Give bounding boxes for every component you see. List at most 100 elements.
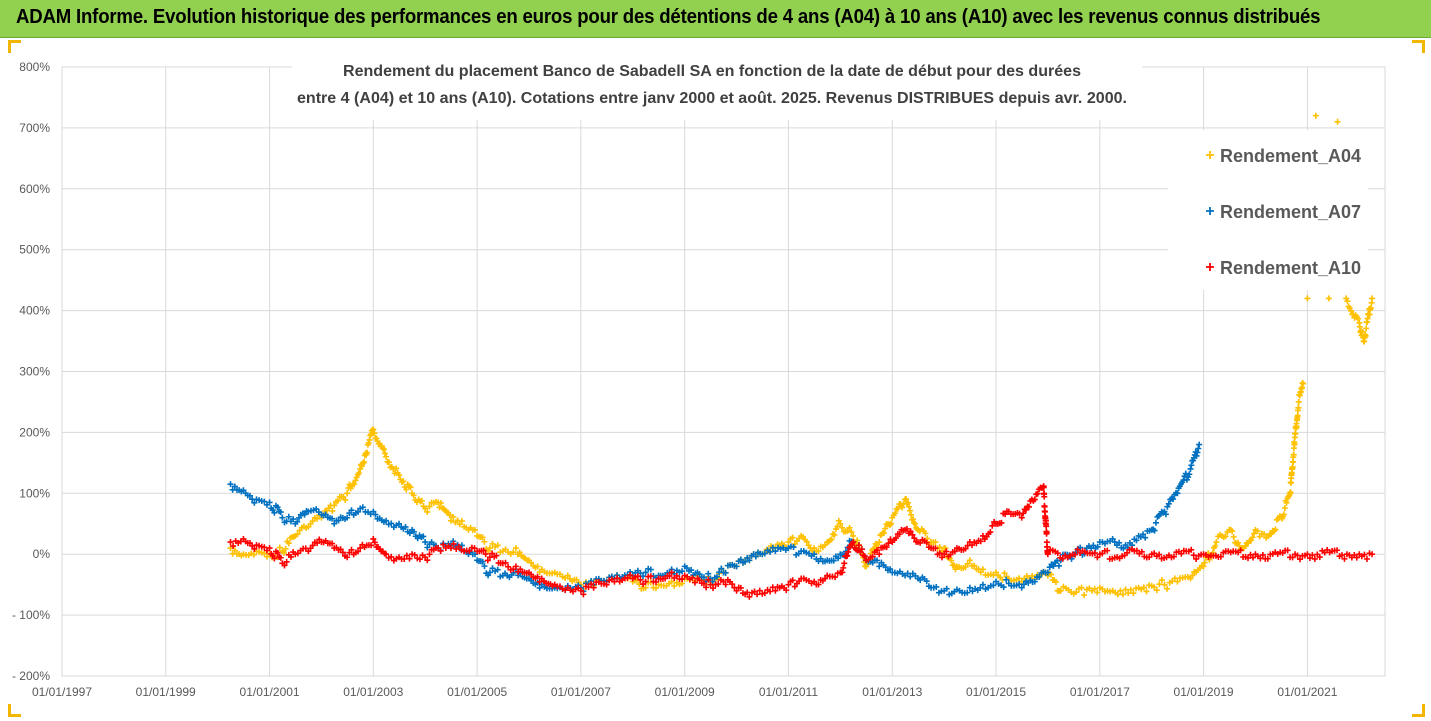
data-point (876, 563, 883, 570)
legend-label: Rendement_A10 (1220, 258, 1361, 278)
data-point (448, 545, 455, 552)
data-point (1081, 592, 1088, 599)
data-point (966, 584, 973, 591)
data-point (1292, 430, 1299, 437)
data-point (1130, 590, 1137, 597)
data-point (647, 573, 654, 580)
data-point (383, 517, 390, 524)
data-point (880, 530, 887, 537)
data-point (1311, 555, 1318, 562)
data-point (647, 566, 654, 573)
data-point (314, 540, 321, 547)
data-point (279, 514, 286, 521)
data-point (1091, 550, 1098, 557)
data-point (331, 520, 338, 527)
data-point (923, 578, 930, 585)
data-point (1196, 441, 1203, 448)
data-point (845, 548, 852, 555)
data-point (905, 499, 912, 506)
data-point (426, 503, 433, 510)
data-point (1237, 547, 1244, 554)
data-point (1304, 295, 1311, 302)
data-point (355, 548, 362, 555)
y-tick-label: 700% (19, 121, 50, 135)
data-point (424, 544, 431, 551)
data-point (1289, 464, 1296, 471)
data-point (534, 563, 541, 570)
data-point (861, 553, 868, 560)
data-point (837, 520, 844, 527)
data-point (1050, 563, 1057, 570)
data-point (906, 503, 913, 510)
legend-item-rendement_a04: Rendement_A04 (1206, 146, 1361, 166)
series-rendement_a10 (227, 483, 1376, 600)
data-point (803, 538, 810, 545)
y-tick-label: - 200% (12, 669, 50, 683)
data-point (729, 581, 736, 588)
data-point (614, 575, 621, 582)
data-point (1316, 554, 1323, 561)
data-point (437, 547, 444, 554)
data-point (424, 557, 431, 564)
legend-item-rendement_a07: Rendement_A07 (1206, 202, 1361, 222)
data-point (281, 562, 288, 569)
data-point (1363, 555, 1370, 562)
data-point (1109, 535, 1116, 542)
data-point (1178, 550, 1185, 557)
data-point (494, 566, 501, 573)
data-point (858, 546, 865, 553)
data-point (505, 563, 512, 570)
data-point (411, 551, 418, 558)
data-point (874, 547, 881, 554)
data-point (1018, 514, 1025, 521)
data-point (1290, 451, 1297, 458)
x-tick-label: 01/01/2017 (1070, 685, 1130, 699)
data-point (388, 520, 395, 527)
data-point (1044, 551, 1051, 558)
data-point (436, 504, 443, 511)
data-point (668, 569, 675, 576)
data-point (923, 539, 930, 546)
data-point (1140, 531, 1146, 538)
data-point (352, 477, 359, 484)
data-point (1193, 555, 1200, 562)
data-point (479, 534, 486, 541)
data-point (1040, 484, 1047, 491)
data-point (1363, 325, 1370, 332)
data-point (534, 573, 541, 580)
data-point (231, 483, 238, 490)
data-point (383, 551, 390, 558)
data-point (979, 566, 986, 573)
data-point (355, 508, 362, 515)
data-point (580, 591, 587, 598)
data-point (564, 572, 571, 579)
data-point (536, 584, 543, 591)
data-point (1018, 584, 1025, 591)
data-point (1259, 551, 1266, 558)
data-point (917, 539, 924, 546)
data-point (761, 550, 768, 557)
data-point (401, 555, 408, 562)
data-point (357, 545, 364, 552)
data-point (932, 545, 939, 552)
data-point (450, 513, 457, 520)
data-point (380, 446, 387, 453)
x-tick-label: 01/01/1999 (136, 685, 196, 699)
data-point (742, 558, 749, 565)
data-point (903, 496, 910, 503)
data-point (271, 509, 278, 516)
data-point (746, 557, 753, 564)
data-point (979, 581, 986, 588)
data-point (876, 551, 883, 558)
data-point (314, 515, 321, 522)
data-point (1193, 452, 1200, 459)
data-point (733, 587, 740, 594)
data-point (1078, 584, 1085, 591)
data-point (1353, 554, 1360, 561)
data-point (329, 540, 336, 547)
data-point (344, 490, 351, 497)
data-point (261, 544, 268, 551)
data-point (869, 553, 876, 560)
data-point (1187, 465, 1194, 472)
data-point (418, 497, 425, 504)
